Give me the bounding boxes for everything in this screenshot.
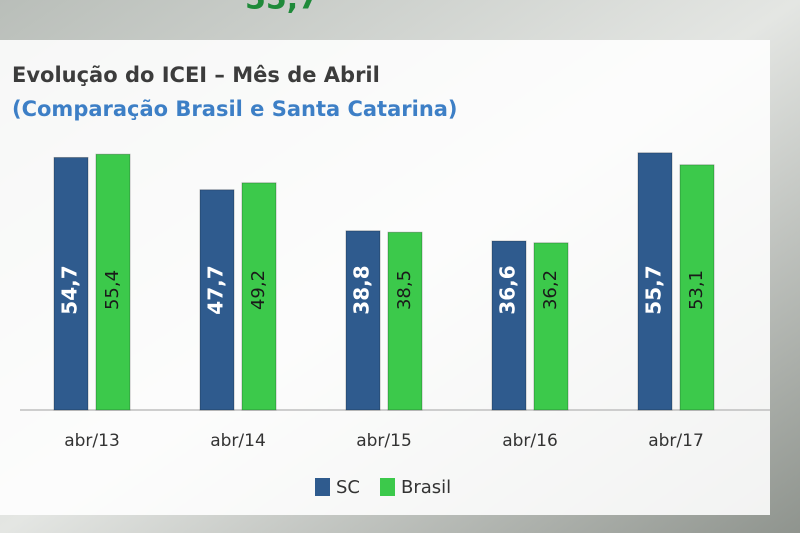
header-fragment: 55,7 (245, 0, 319, 17)
value-label: 54,7 (58, 265, 82, 314)
bar (53, 156, 89, 411)
x-tick-label: abr/15 (356, 431, 412, 451)
chart-title: Evolução do ICEI – Mês de Abril (12, 63, 380, 87)
value-label: 49,2 (248, 270, 269, 310)
legend-swatch (315, 478, 330, 496)
bar (241, 182, 277, 411)
bar (387, 231, 423, 411)
x-tick-label: abr/13 (64, 431, 120, 451)
value-label: 38,8 (350, 265, 374, 314)
value-label: 36,2 (540, 270, 561, 310)
chart-subtitle: (Comparação Brasil e Santa Catarina) (12, 97, 458, 121)
value-label: 55,7 (642, 265, 666, 314)
legend-swatch (380, 478, 395, 496)
bar (345, 230, 381, 411)
x-tick-label: abr/14 (210, 431, 266, 451)
bar (95, 153, 131, 411)
x-tick-label: abr/16 (502, 431, 558, 451)
bar (679, 164, 715, 411)
bar (199, 189, 235, 411)
value-label: 36,6 (496, 265, 520, 314)
value-label: 53,1 (686, 270, 707, 310)
bar (637, 152, 673, 411)
value-label: 55,4 (102, 270, 123, 310)
bar (491, 240, 527, 411)
bar (533, 242, 569, 411)
legend-label: SC (336, 477, 360, 498)
value-label: 38,5 (394, 270, 415, 310)
legend-label: Brasil (401, 477, 451, 498)
value-label: 47,7 (204, 265, 228, 314)
x-tick-label: abr/17 (648, 431, 704, 451)
